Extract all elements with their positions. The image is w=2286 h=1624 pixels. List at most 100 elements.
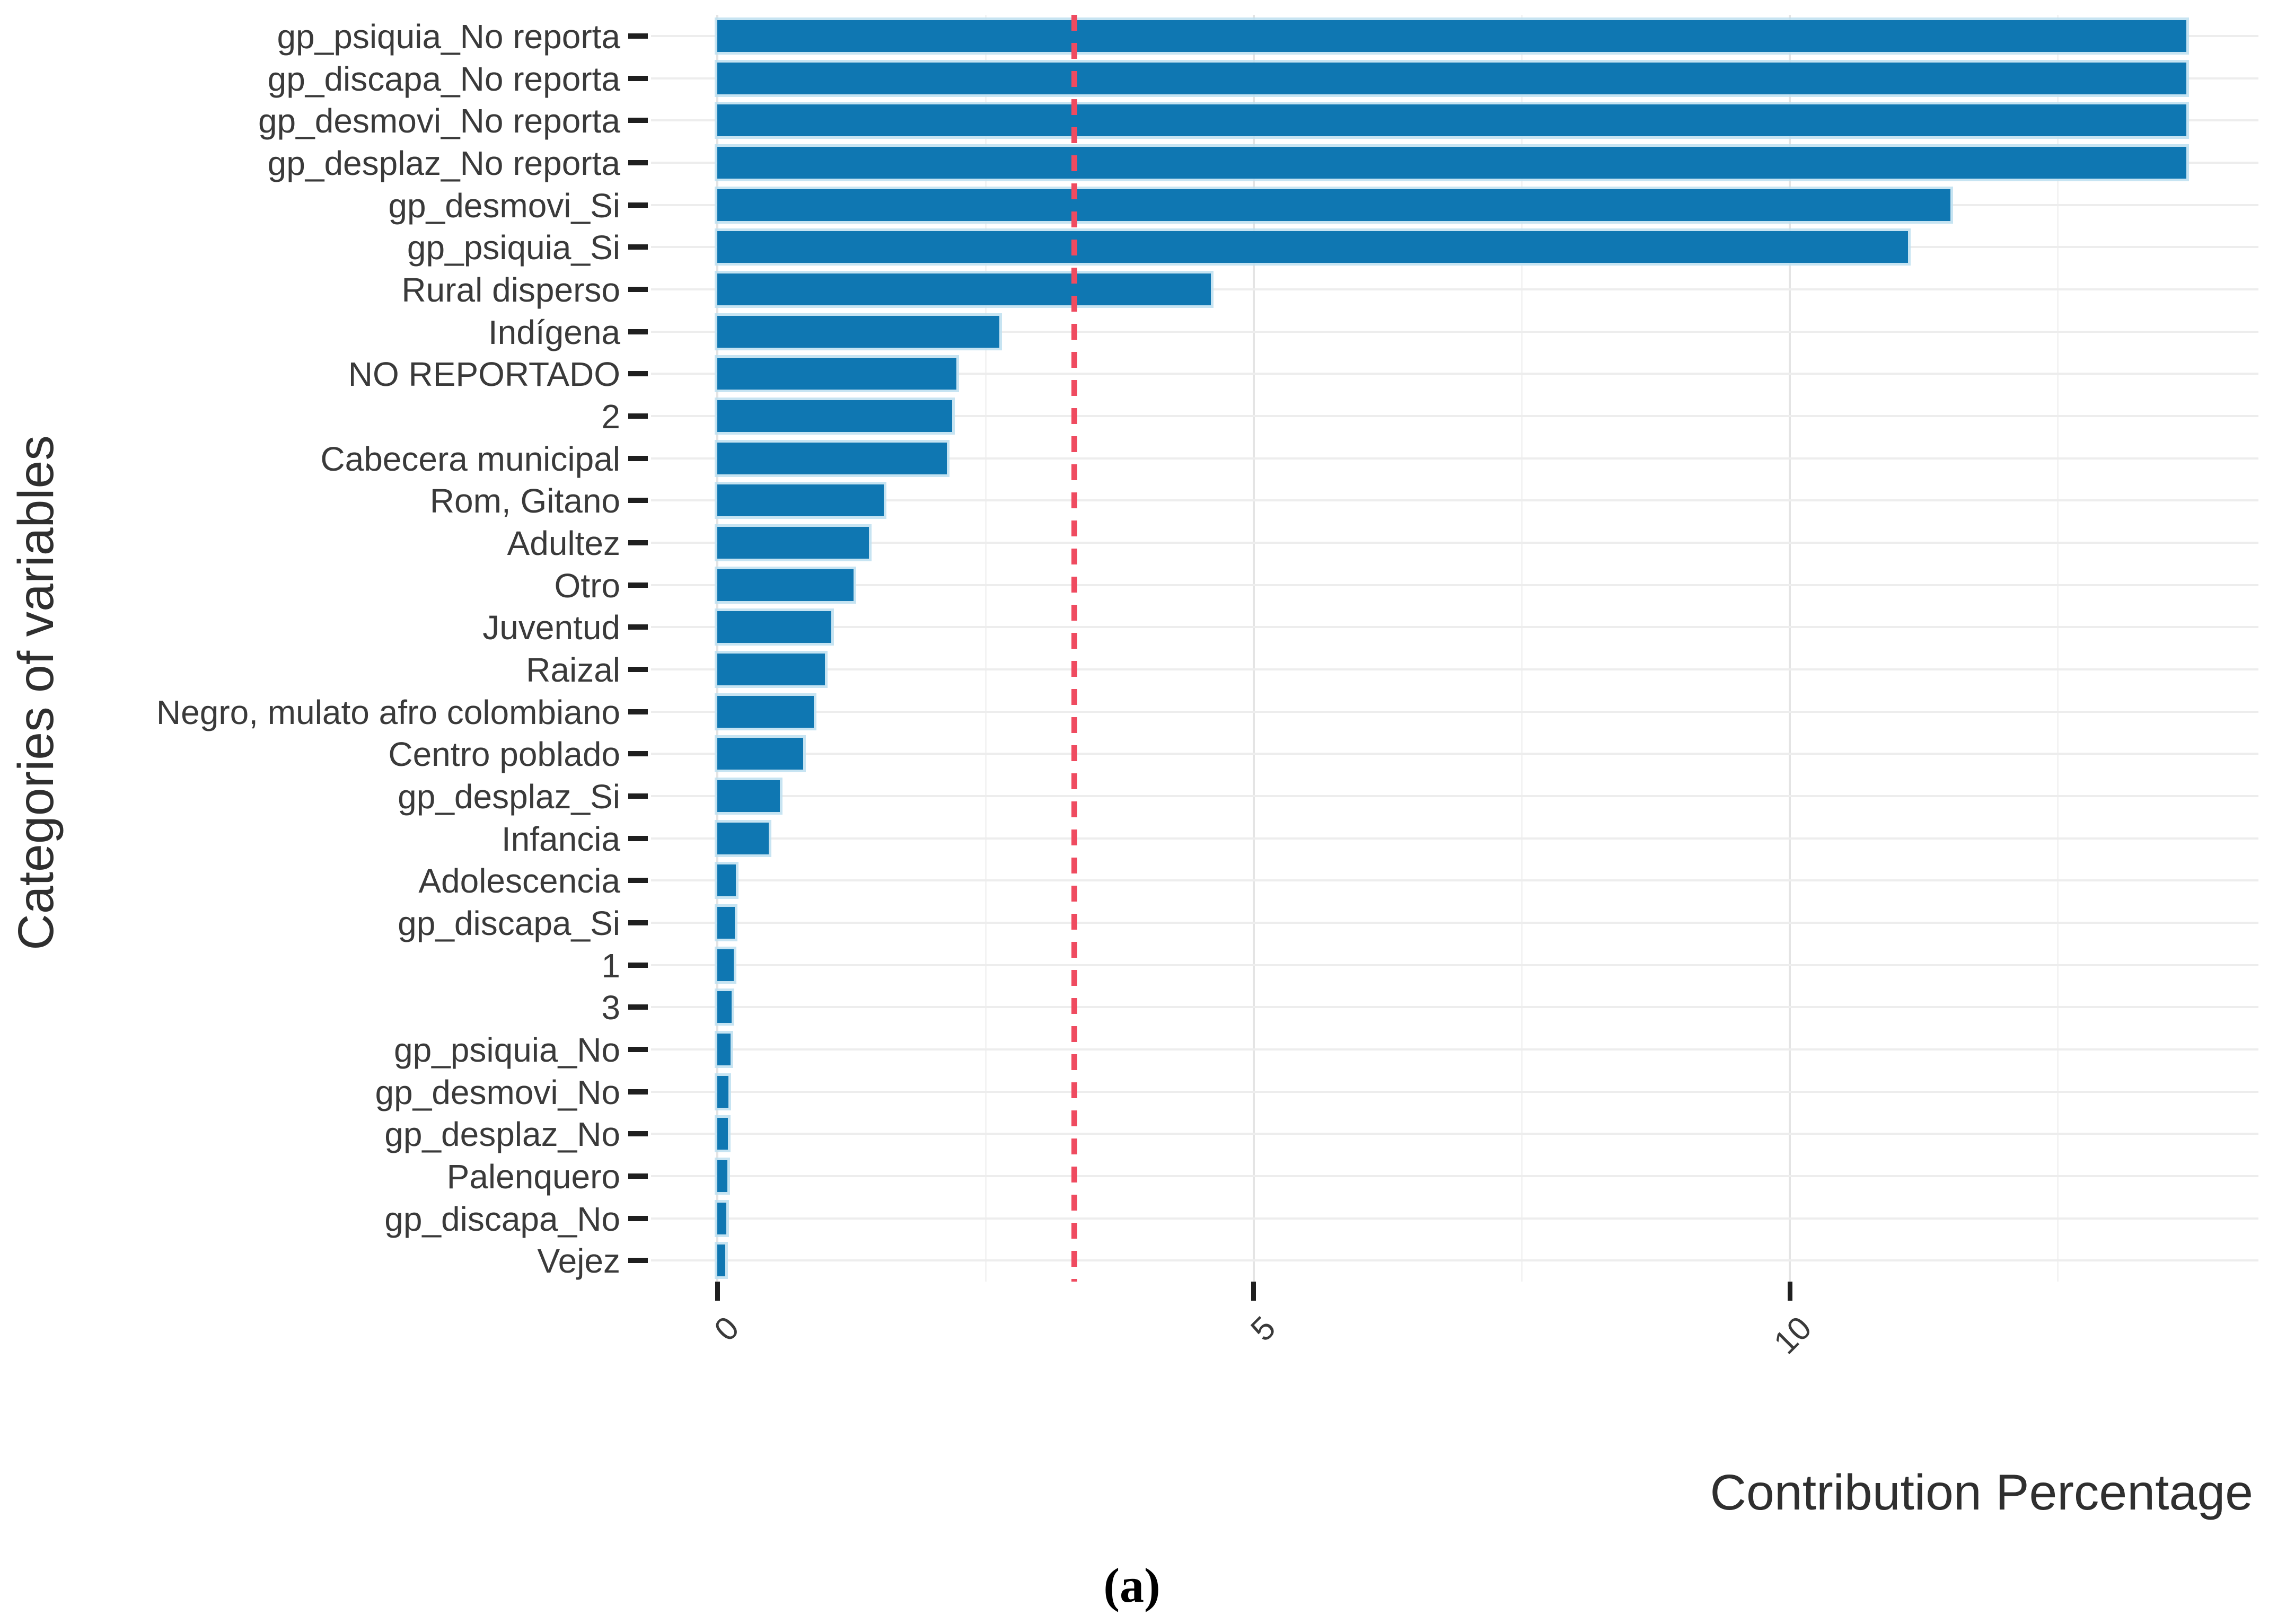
bar (717, 20, 2187, 52)
y-axis-tick (628, 160, 648, 165)
category-label: gp_discapa_No reporta (267, 59, 620, 98)
category-label: Palenquero (446, 1157, 620, 1196)
category-label: Centro poblado (388, 735, 620, 774)
bar (717, 738, 804, 770)
bar (717, 1075, 728, 1108)
h-gridline (651, 964, 2258, 966)
bar (717, 442, 947, 474)
category-label: Infancia (501, 819, 620, 858)
x-tick-label: 0 (707, 1309, 746, 1348)
bar (717, 1033, 731, 1065)
category-label: Otro (554, 566, 620, 605)
h-gridline (651, 1048, 2258, 1051)
bar (717, 780, 780, 812)
h-gridline (651, 710, 2258, 713)
y-axis-tick (628, 751, 648, 757)
category-label: gp_psiquia_No (394, 1030, 620, 1069)
category-label: Rom, Gitano (429, 482, 620, 520)
category-label: gp_desmovi_No reporta (258, 102, 620, 140)
bar (717, 104, 2187, 137)
bar (717, 1202, 726, 1234)
y-axis-tick (628, 709, 648, 714)
y-axis-tick (628, 582, 648, 588)
bar (717, 569, 854, 601)
bar (717, 864, 736, 897)
v-gridline-minor (1520, 15, 1523, 1282)
y-axis-tick (628, 962, 648, 968)
y-axis-tick (628, 1089, 648, 1095)
y-axis-tick (628, 286, 648, 292)
category-label: Raizal (526, 650, 620, 689)
y-axis-tick (628, 666, 648, 672)
y-axis-tick (628, 498, 648, 504)
bar (717, 906, 735, 939)
category-label: gp_desmovi_No (375, 1073, 621, 1111)
y-axis-tick (628, 33, 648, 39)
category-label: Vejez (537, 1242, 620, 1281)
y-axis-tick (628, 1258, 648, 1264)
v-gridline-major (716, 15, 719, 1282)
v-gridline-minor (984, 15, 987, 1282)
h-gridline (651, 1090, 2258, 1093)
reference-line (1071, 15, 1078, 1282)
y-axis-tick (628, 920, 648, 925)
h-gridline (651, 373, 2258, 375)
y-axis-tick (628, 329, 648, 334)
h-gridline (651, 499, 2258, 502)
h-gridline (651, 1217, 2258, 1220)
y-axis-tick (628, 878, 648, 884)
x-axis-tick (1787, 1282, 1792, 1301)
bar (717, 611, 831, 643)
category-label: gp_psiquia_No reporta (277, 17, 620, 56)
x-tick-label: 10 (1767, 1309, 1819, 1362)
y-axis-tick (628, 835, 648, 841)
h-gridline (651, 457, 2258, 460)
y-axis-tick (628, 1046, 648, 1052)
y-axis-tick (628, 455, 648, 461)
x-axis-title: Contribution Percentage (1710, 1464, 2253, 1521)
category-label: Indígena (488, 313, 620, 351)
category-label: gp_discapa_Si (398, 904, 620, 942)
y-axis-tick (628, 202, 648, 208)
bar (717, 1118, 728, 1150)
h-gridline (651, 288, 2258, 290)
bar (717, 1160, 727, 1192)
bar (717, 315, 1000, 348)
h-gridline (651, 541, 2258, 544)
y-axis-tick (628, 75, 648, 81)
category-label: gp_psiquia_Si (407, 228, 620, 267)
h-gridline (651, 1259, 2258, 1262)
h-gridline (651, 837, 2258, 840)
category-label: gp_desmovi_Si (388, 186, 620, 225)
h-gridline (651, 330, 2258, 333)
y-axis-tick (628, 413, 648, 419)
h-gridline (651, 1133, 2258, 1135)
h-gridline (651, 584, 2258, 586)
bar (717, 62, 2187, 94)
h-gridline (651, 921, 2258, 924)
v-gridline-major (1789, 15, 1791, 1282)
category-label: gp_desplaz_No (384, 1115, 620, 1154)
h-gridline (651, 753, 2258, 755)
x-axis-tick (1251, 1282, 1256, 1301)
h-gridline (651, 1006, 2258, 1009)
v-gridline-major (1252, 15, 1255, 1282)
bar (717, 653, 825, 685)
bar (717, 231, 1908, 263)
category-label: Adolescencia (418, 862, 620, 901)
bar (717, 189, 1951, 221)
bar (717, 526, 869, 559)
y-axis-tick (628, 540, 648, 545)
category-label: 2 (601, 397, 620, 436)
h-gridline (651, 668, 2258, 670)
y-axis-tick (628, 118, 648, 123)
y-axis-tick (628, 1131, 648, 1137)
bar (717, 1245, 725, 1277)
bar (717, 695, 814, 728)
bar (717, 484, 884, 517)
category-label: 1 (601, 946, 620, 985)
y-axis-tick (628, 244, 648, 250)
h-gridline (651, 879, 2258, 882)
h-gridline (651, 1175, 2258, 1177)
